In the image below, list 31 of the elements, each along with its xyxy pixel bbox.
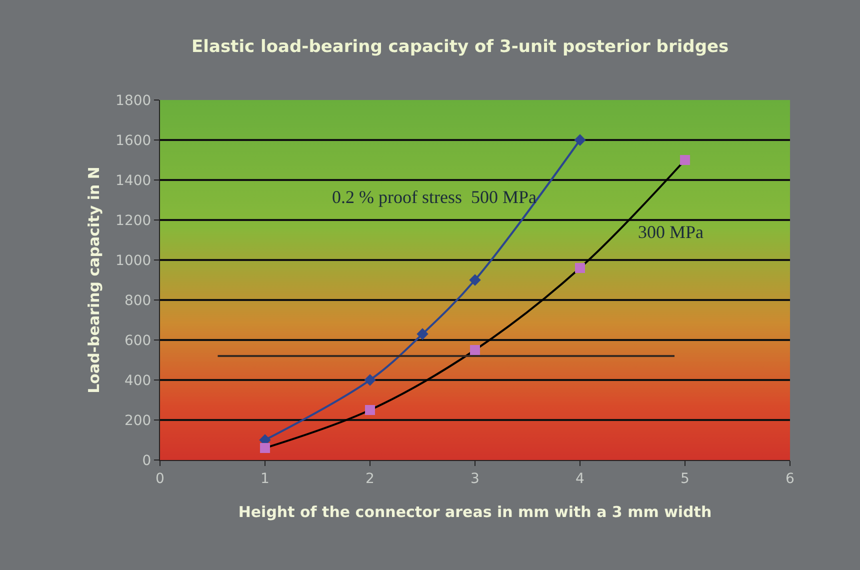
point: [574, 134, 586, 146]
y-tick-label: 400: [124, 372, 152, 389]
annotation: 0.2 % proof stress 500 MPa: [332, 187, 536, 207]
x-tick-label: 4: [576, 470, 585, 487]
x-tick-label: 6: [786, 470, 795, 487]
y-tick-label: 1600: [116, 132, 152, 149]
point: [365, 405, 375, 415]
y-tick-label: 1200: [116, 212, 152, 229]
point: [575, 263, 585, 273]
x-tick-label: 2: [366, 470, 374, 487]
point: [364, 374, 376, 386]
y-tick-label: 1000: [116, 252, 152, 269]
x-tick-label: 0: [156, 470, 164, 487]
point: [260, 443, 270, 453]
y-tick-label: 1400: [116, 172, 152, 189]
x-tick-label: 5: [680, 470, 690, 487]
point: [416, 328, 428, 340]
y-axis-title: Load-bearing capacity in N: [84, 166, 103, 394]
y-tick-label: 1800: [116, 92, 152, 109]
y-tick-label: 0: [142, 452, 152, 469]
x-axis-title: Height of the connector areas in mm with a 3 mm width: [238, 502, 712, 521]
chart-title: Elastic load-bearing capacity of 3-unit posterior bridges: [192, 36, 729, 57]
point: [470, 345, 480, 355]
annotation: 300 MPa: [638, 222, 704, 242]
y-tick-label: 200: [124, 412, 152, 429]
point: [469, 274, 481, 286]
y-tick-label: 600: [124, 332, 152, 349]
x-tick-label: 3: [470, 470, 480, 487]
x-tick-label: 1: [260, 470, 270, 487]
y-tick-label: 800: [124, 292, 152, 309]
point: [680, 155, 690, 165]
